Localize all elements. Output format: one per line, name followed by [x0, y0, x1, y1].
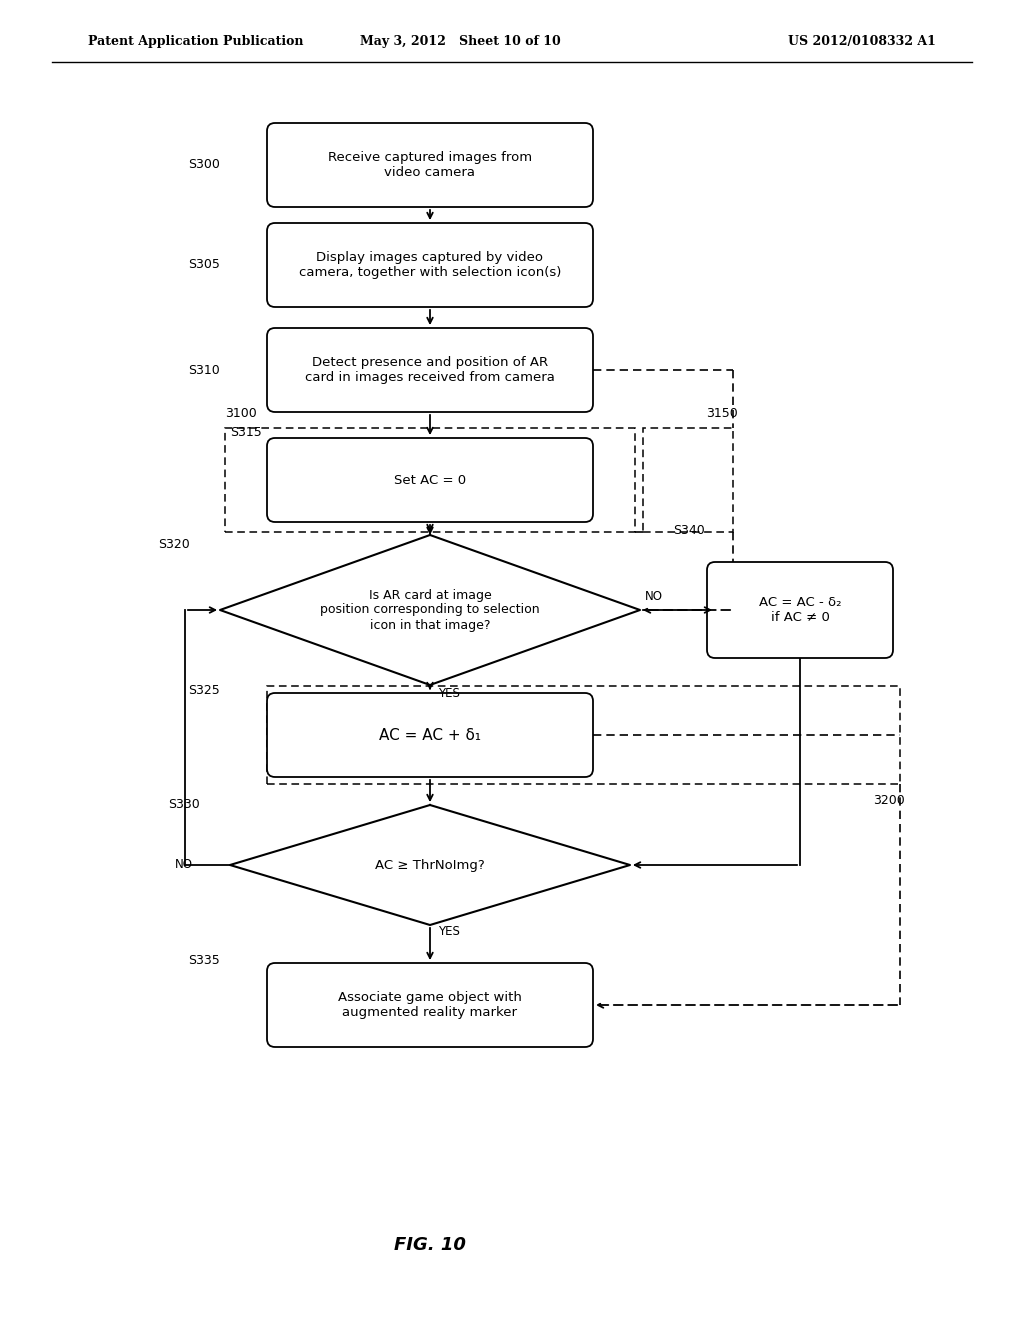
Text: S300: S300 [188, 158, 220, 172]
Text: S310: S310 [188, 363, 220, 376]
Text: FIG. 10: FIG. 10 [394, 1236, 466, 1254]
Text: 3100: 3100 [225, 407, 257, 420]
FancyBboxPatch shape [267, 693, 593, 777]
Text: YES: YES [438, 686, 460, 700]
Text: S315: S315 [230, 426, 262, 440]
Text: AC = AC + δ₁: AC = AC + δ₁ [379, 727, 481, 742]
Text: NO: NO [645, 590, 663, 603]
FancyBboxPatch shape [707, 562, 893, 657]
Bar [643, 428, 733, 532]
FancyBboxPatch shape [267, 327, 593, 412]
Text: Is AR card at image
position corresponding to selection
icon in that image?: Is AR card at image position correspondi… [321, 589, 540, 631]
Polygon shape [230, 805, 630, 925]
Text: AC = AC - δ₂
if AC ≠ 0: AC = AC - δ₂ if AC ≠ 0 [759, 597, 842, 624]
Text: Associate game object with
augmented reality marker: Associate game object with augmented rea… [338, 991, 522, 1019]
Text: S330: S330 [168, 799, 200, 812]
FancyBboxPatch shape [267, 223, 593, 308]
Text: Patent Application Publication: Patent Application Publication [88, 36, 303, 49]
Text: May 3, 2012   Sheet 10 of 10: May 3, 2012 Sheet 10 of 10 [359, 36, 560, 49]
Bar [267, 686, 900, 784]
Text: S325: S325 [188, 685, 220, 697]
FancyBboxPatch shape [267, 964, 593, 1047]
Text: Receive captured images from
video camera: Receive captured images from video camer… [328, 150, 532, 180]
Text: S320: S320 [159, 539, 190, 552]
Text: 3150: 3150 [707, 407, 738, 420]
Text: NO: NO [175, 858, 193, 871]
FancyBboxPatch shape [267, 123, 593, 207]
Text: 3200: 3200 [873, 795, 905, 807]
Text: YES: YES [438, 925, 460, 939]
Text: S335: S335 [188, 954, 220, 968]
Text: Set AC = 0: Set AC = 0 [394, 474, 466, 487]
FancyBboxPatch shape [267, 438, 593, 521]
Polygon shape [220, 535, 640, 685]
Bar [225, 428, 635, 532]
Text: S340: S340 [673, 524, 705, 536]
Text: Display images captured by video
camera, together with selection icon(s): Display images captured by video camera,… [299, 251, 561, 279]
Text: Detect presence and position of AR
card in images received from camera: Detect presence and position of AR card … [305, 356, 555, 384]
Text: US 2012/0108332 A1: US 2012/0108332 A1 [788, 36, 936, 49]
Text: AC ≥ ThrNoImg?: AC ≥ ThrNoImg? [375, 858, 485, 871]
Text: S305: S305 [188, 259, 220, 272]
